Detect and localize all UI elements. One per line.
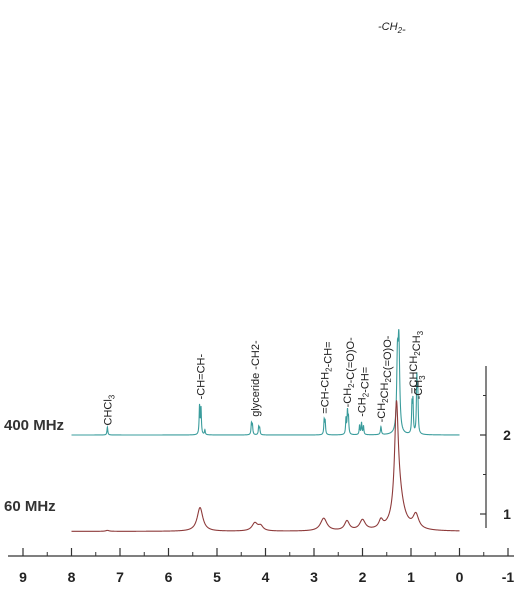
x-tick-label: 0 (456, 569, 464, 585)
x-tick-label: 8 (68, 569, 76, 585)
peak-label-2: glyceride -CH2- (250, 340, 262, 417)
peak-label-0: CHCl3 (102, 394, 116, 425)
peak-label-1: -CH=CH- (196, 354, 208, 400)
y-tick-label: 1 (503, 506, 511, 522)
peak-label-5: -CH2-CH= (357, 367, 372, 417)
x-tick-label: 9 (19, 569, 27, 585)
x-tick-label: 1 (407, 569, 415, 585)
peak-label-6: -CH2CH2C(=O)O- (376, 335, 394, 422)
x-tick-label: -1 (502, 569, 515, 585)
x-tick-label: 2 (359, 569, 367, 585)
x-tick-label: 7 (116, 569, 124, 585)
peak-label-4: -CH2-C(=O)O- (342, 337, 357, 407)
x-tick-label: 4 (262, 569, 270, 585)
series-label-400mhz: 400 MHz (4, 417, 64, 434)
x-tick-label: 3 (310, 569, 318, 585)
x-tick-label: 6 (165, 569, 173, 585)
peak-label-3: =CH-CH2-CH= (320, 341, 335, 413)
axes: 9 8 7 6 5 4 3 2 1 0 -1 1 2 (8, 366, 514, 585)
series-line-400mhz (71, 329, 460, 436)
peak-labels: CHCl3 -CH=CH-glyceride -CH2- =CH-CH2-CH= -C… (102, 21, 426, 426)
y-tick-label: 2 (503, 427, 511, 443)
x-tick-label: 5 (213, 569, 221, 585)
series-layer: 400 MHz 60 MHz (4, 329, 460, 532)
series-label-60mhz: 60 MHz (4, 498, 56, 515)
peak-label-ch2: -CH2- (378, 21, 406, 36)
peak-label-7: =CHCH2CH3 (408, 330, 425, 394)
series-line-60mhz (71, 399, 460, 532)
peak-label-8: -CH3 (413, 375, 427, 400)
